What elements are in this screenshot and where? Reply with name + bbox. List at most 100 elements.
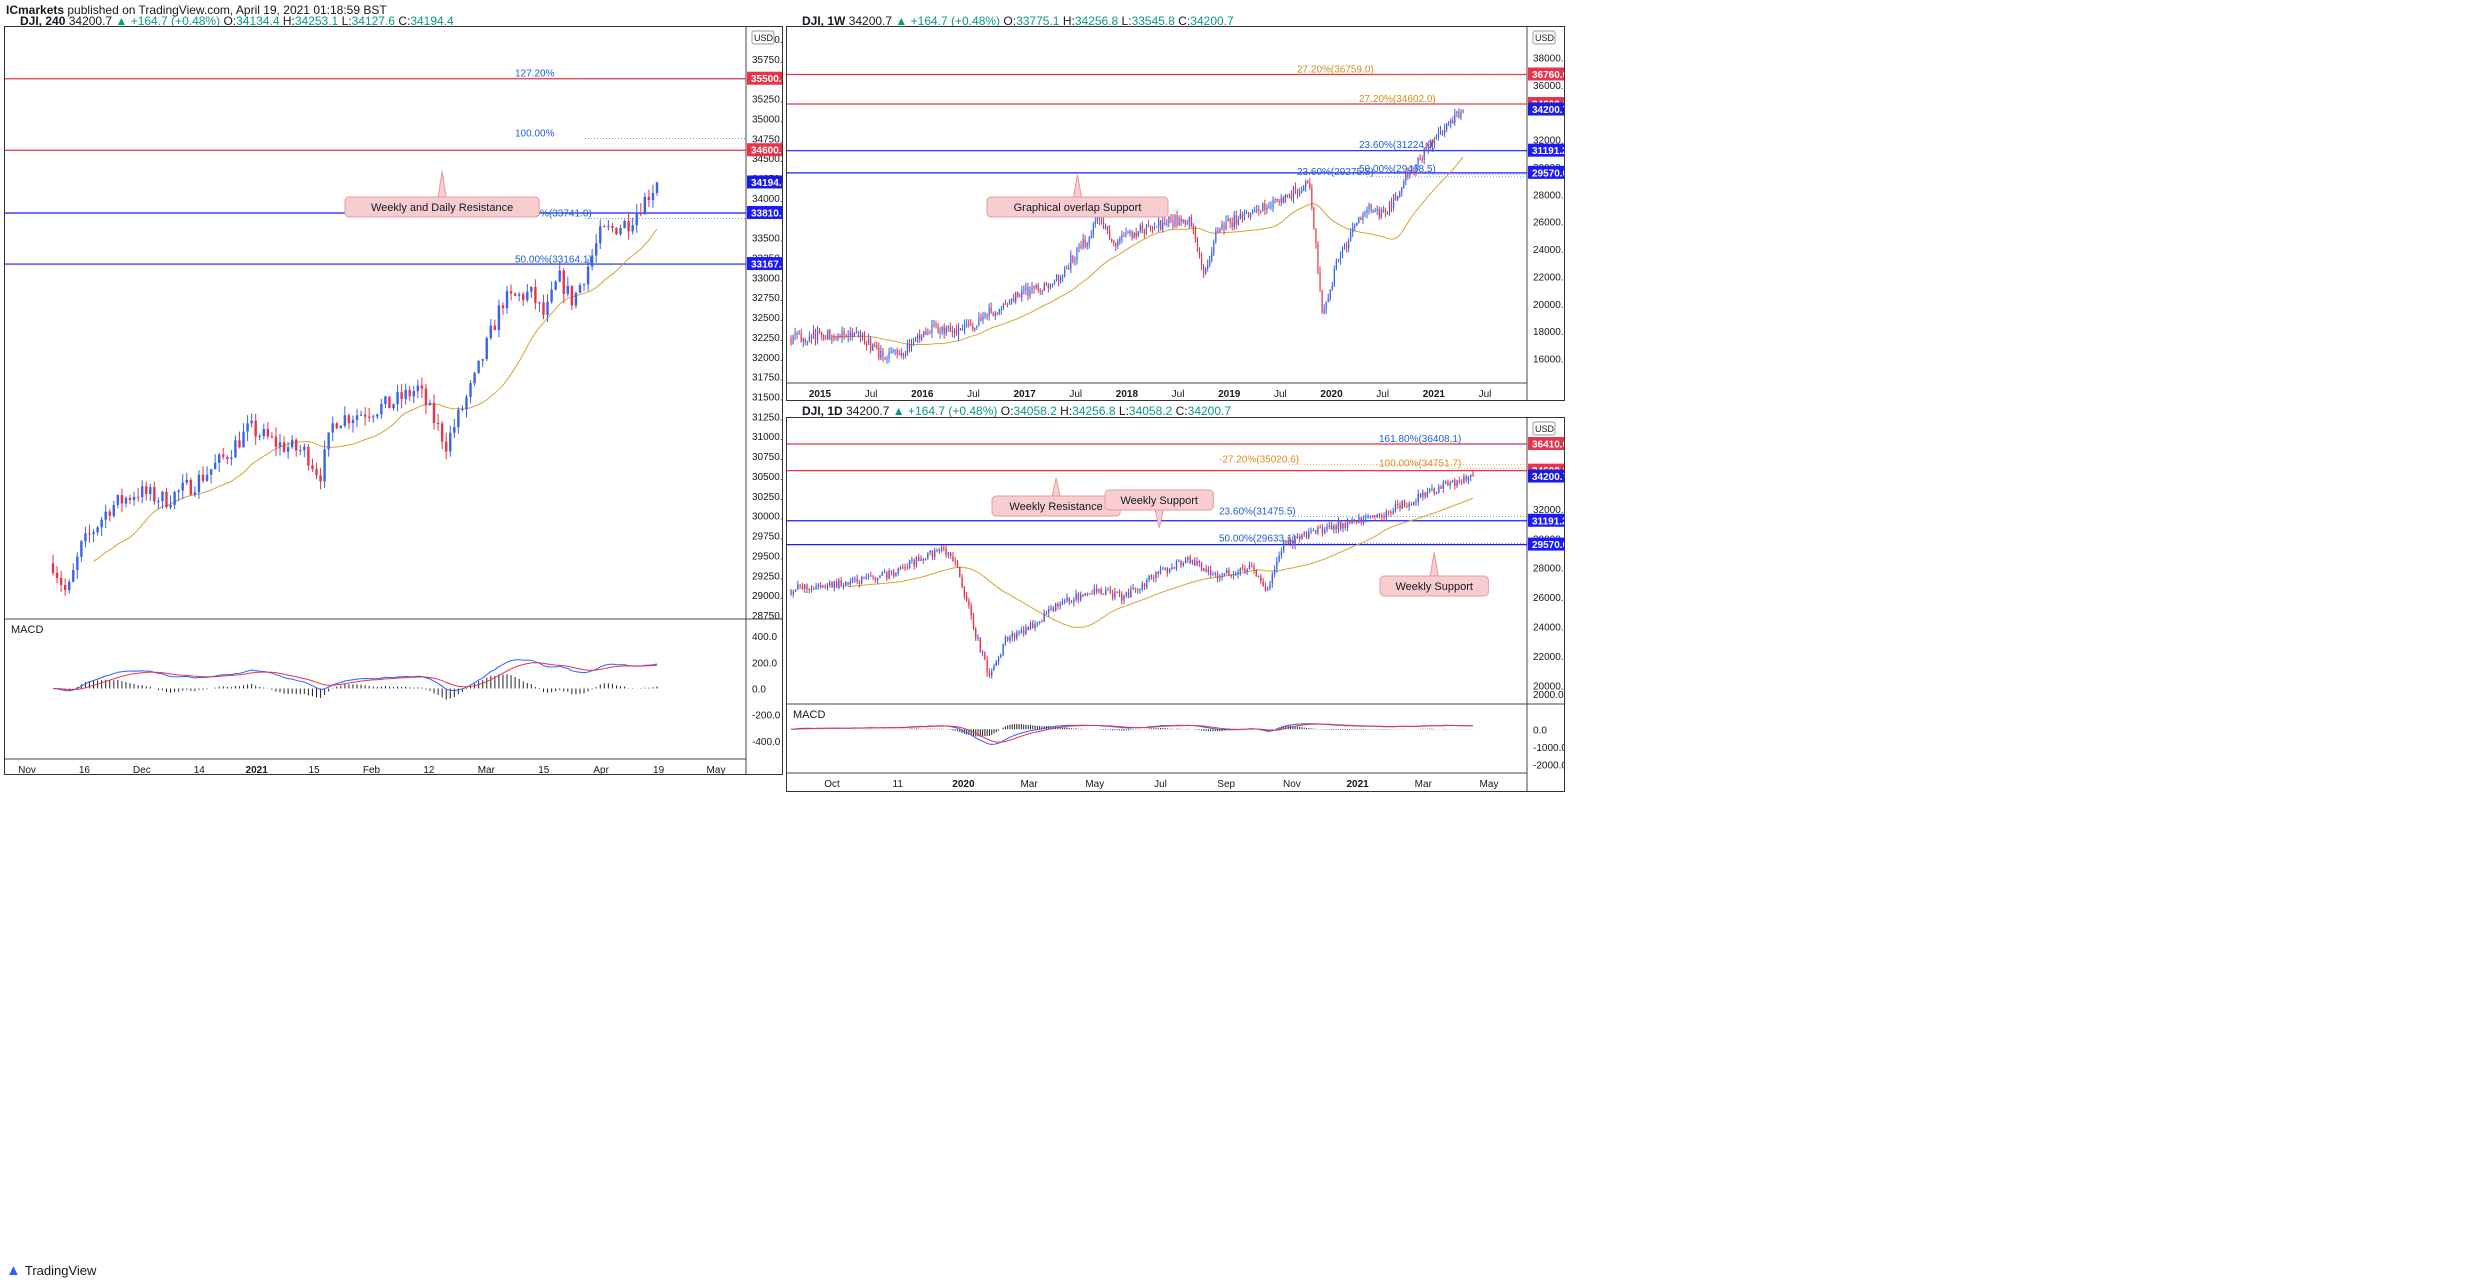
candle-body (863, 333, 866, 344)
candle-body (831, 581, 833, 588)
candle-body (1212, 574, 1214, 576)
y-tick-label: 26000.0 (1533, 593, 1565, 604)
candle-body (1172, 219, 1174, 227)
candle-body (1114, 591, 1116, 598)
candle-body (1346, 520, 1349, 528)
candle-body (149, 487, 152, 495)
macd-label: MACD (11, 624, 43, 636)
candle-body (954, 561, 956, 563)
candle-body (1059, 604, 1061, 607)
publish-header: ICmarkets published on TradingView.com, … (6, 3, 387, 17)
candle-body (888, 570, 890, 579)
candle-body (906, 344, 909, 356)
candle-body (1354, 225, 1356, 228)
support-price-label: 29570.0 (1532, 168, 1565, 179)
tradingview-footer[interactable]: ▲ TradingView (6, 1262, 96, 1279)
resistance-price-tag (747, 143, 782, 157)
candle-body (1447, 481, 1449, 486)
candle-body (570, 285, 574, 306)
candle-body (1194, 230, 1197, 239)
candle-body (643, 196, 647, 215)
chart-panel-weekly[interactable]: 16000.0 18000.0 20000.0 22000.0 24000.0 26000… (786, 26, 1565, 401)
bottom-right-panel-title: DJI, 1D 34200.7 ▲ +164.7 (+0.48%) O:3405… (802, 404, 1232, 418)
candle-body (404, 389, 407, 400)
candle-body (1178, 218, 1180, 226)
candle-body (655, 182, 659, 193)
callout-annotation: Weekly and Daily Resistance (344, 170, 540, 218)
last-price: 34200.7 (848, 14, 893, 28)
candle-body (865, 576, 867, 578)
chart-panel-daily[interactable]: 20000.022000.024000.026000.028000.030000… (786, 417, 1565, 792)
candle-body (177, 490, 180, 493)
candle-body (1209, 569, 1212, 575)
candle-body (1080, 245, 1082, 249)
candle-body (1350, 232, 1352, 242)
candle-body (1023, 290, 1025, 292)
candle-body (1207, 569, 1210, 573)
candle-body (1184, 219, 1186, 224)
fib-level-label: 50.00%(33164.1) (515, 254, 592, 265)
support-price-tag (747, 205, 782, 219)
chart-4h-svg[interactable]: 28750.0 29000.0 29250.0 29500.0 29750.0 30000… (5, 27, 783, 775)
publisher-name[interactable]: ICmarkets (6, 3, 65, 17)
candle-body (888, 352, 890, 359)
candle-body (1025, 287, 1027, 291)
candle-body (1011, 633, 1013, 638)
candle-body (1186, 222, 1188, 224)
candle-body (1096, 217, 1098, 222)
candle-body (1086, 243, 1088, 247)
x-tick-label: 2020 (1320, 389, 1343, 400)
candle-body (1216, 573, 1219, 579)
candle-body (603, 226, 606, 228)
candle-body (1368, 204, 1370, 210)
candle-body (424, 388, 428, 406)
candle-body (367, 416, 371, 418)
candle-body (1053, 279, 1056, 284)
y-tick-label: 35250.0 (752, 95, 783, 106)
candle-body (92, 532, 95, 535)
candle-body (266, 428, 270, 437)
candle-body (1134, 587, 1137, 589)
candle-body (1287, 541, 1289, 544)
candle-body (1387, 511, 1390, 513)
candle-body (1392, 511, 1394, 513)
candle-body (1426, 491, 1429, 497)
candle-body (1282, 197, 1284, 203)
candle-body (966, 324, 968, 326)
candle-body (1184, 559, 1187, 564)
candle-body (798, 333, 800, 335)
candle-body (1308, 531, 1310, 538)
chart-daily-svg[interactable]: 20000.022000.024000.026000.028000.030000… (787, 418, 1565, 792)
x-tick-label: 2016 (911, 389, 934, 400)
candle-body (1175, 561, 1178, 569)
candle-body (1360, 217, 1362, 220)
candle-body (1262, 581, 1264, 587)
candle-body (955, 330, 958, 336)
candle-body (1382, 210, 1384, 212)
candle-body (1256, 209, 1258, 211)
candle-body (181, 482, 184, 491)
candle-body (1243, 212, 1246, 220)
candle-body (1442, 481, 1445, 489)
x-tick-label: Mar (1415, 779, 1433, 790)
candle-body (1267, 588, 1269, 591)
chart-weekly-svg[interactable]: 16000.0 18000.0 20000.0 22000.0 24000.0 26000… (787, 27, 1565, 401)
candle-body (964, 324, 966, 330)
candle-body (522, 294, 525, 301)
candle-body (810, 336, 813, 338)
candle-body (1383, 516, 1385, 518)
candle-body (1094, 221, 1096, 224)
candle-body (594, 243, 598, 256)
chart-panel-4h[interactable]: 28750.0 29000.0 29250.0 29500.0 29750.0 30000… (4, 26, 783, 775)
candle-body (1092, 223, 1094, 236)
candle-body (1219, 577, 1221, 579)
macd-tick-label: -200.0 (752, 711, 781, 722)
candle-body (870, 575, 872, 577)
candle-body (1349, 520, 1351, 524)
candle-body (906, 567, 909, 569)
candle-body (1132, 587, 1134, 590)
support-price-tag (1528, 537, 1564, 551)
candle-body (865, 343, 868, 345)
candle-body (1008, 299, 1011, 305)
x-tick-label: Nov (18, 765, 36, 775)
